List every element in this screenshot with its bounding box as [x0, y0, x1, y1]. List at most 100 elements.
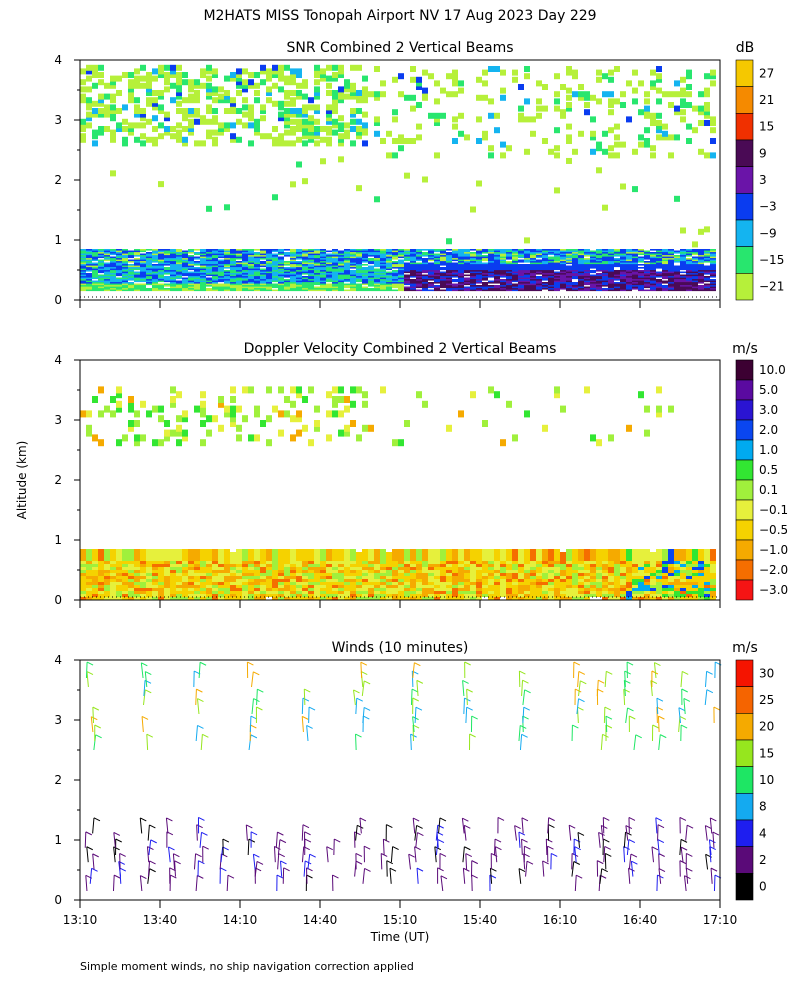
snr-cell [224, 97, 230, 104]
snr-cell [158, 93, 164, 100]
snr-cell [230, 288, 236, 290]
snr-cell [608, 276, 614, 278]
snr-cell [440, 271, 446, 274]
snr-cell [206, 249, 212, 251]
snr-cell [404, 138, 410, 144]
snr-cell [314, 255, 320, 257]
snr-cell [590, 288, 596, 290]
snr-cell [284, 270, 290, 272]
snr-cell [464, 280, 470, 283]
snr-cell [644, 109, 650, 116]
snr-cell [266, 273, 272, 275]
snr-cell [104, 265, 110, 268]
snr-cell [158, 64, 164, 71]
snr-cell [578, 274, 584, 277]
snr-cell [344, 277, 350, 280]
snr-cell [314, 288, 320, 290]
snr-cell [380, 288, 386, 290]
snr-cell [362, 140, 368, 147]
snr-cell [524, 253, 530, 256]
snr-cell [248, 264, 254, 266]
snr-cell [128, 86, 134, 93]
snr-cell [152, 271, 158, 274]
snr-cell [464, 268, 470, 271]
snr-cell [206, 273, 212, 275]
snr-cell [332, 249, 338, 251]
velocity-cell [134, 549, 140, 561]
snr-cell [212, 250, 218, 253]
snr-cell [608, 98, 614, 105]
snr-cell [86, 273, 92, 275]
snr-cell [80, 259, 86, 262]
snr-cell [656, 264, 662, 266]
snr-cell [518, 249, 524, 251]
snr-cell [164, 249, 170, 251]
snr-cell [488, 249, 494, 251]
snr-cell [332, 267, 338, 269]
snr-cell [698, 255, 704, 257]
snr-cell [656, 127, 662, 134]
snr-cell [686, 102, 692, 108]
velocity-cell [170, 386, 176, 394]
snr-cell [506, 253, 512, 256]
snr-cell [590, 261, 596, 263]
snr-cell [614, 255, 620, 257]
snr-cell [152, 282, 158, 284]
snr-cell [476, 261, 482, 263]
snr-cell [410, 252, 416, 254]
snr-cell [662, 252, 668, 254]
snr-cell [374, 249, 380, 251]
snr-cell [404, 267, 410, 269]
snr-cell [188, 129, 194, 136]
snr-cell [104, 270, 110, 272]
snr-cell [116, 285, 122, 287]
snr-cell [554, 267, 560, 269]
snr-cell [98, 276, 104, 278]
snr-cell [458, 80, 464, 87]
snr-cell [662, 282, 668, 284]
snr-cell [308, 253, 314, 256]
snr-cell [188, 277, 194, 280]
snr-cell [470, 285, 476, 287]
snr-cell [698, 258, 704, 260]
snr-cell [374, 289, 380, 292]
snr-cell [416, 123, 422, 130]
snr-cell [452, 279, 458, 281]
snr-cell [278, 285, 284, 287]
snr-cell [566, 271, 572, 274]
snr-cell [536, 261, 542, 263]
snr-cell [320, 75, 326, 82]
snr-cell [374, 271, 380, 274]
snr-cell [296, 68, 302, 75]
snr-cell [614, 134, 620, 141]
snr-cell [290, 286, 296, 289]
snr-cell [86, 250, 92, 253]
snr-cell [434, 80, 440, 87]
snr-cell [644, 258, 650, 260]
snr-cell [350, 258, 356, 260]
snr-cell [140, 82, 146, 89]
snr-cell [254, 277, 260, 280]
snr-cell [488, 256, 494, 259]
snr-cell [464, 261, 470, 263]
snr-cell [242, 104, 248, 111]
snr-cell [332, 122, 338, 129]
snr-cell [182, 270, 188, 272]
snr-cell [482, 276, 488, 278]
snr-cell [392, 279, 398, 281]
snr-cell [194, 277, 200, 280]
snr-cell [422, 270, 428, 272]
snr-cell [404, 259, 410, 262]
snr-cell [80, 79, 86, 86]
velocity-colorbar-unit: m/s [732, 341, 758, 357]
snr-cell [470, 267, 476, 269]
snr-cell [260, 270, 266, 272]
snr-cell [128, 259, 134, 262]
snr-cell [344, 82, 350, 89]
snr-cell [146, 255, 152, 257]
snr-cell [182, 267, 188, 269]
snr-cell [134, 136, 140, 143]
snr-cell [230, 268, 236, 271]
snr-cell [104, 82, 110, 89]
snr-cell [704, 259, 710, 262]
